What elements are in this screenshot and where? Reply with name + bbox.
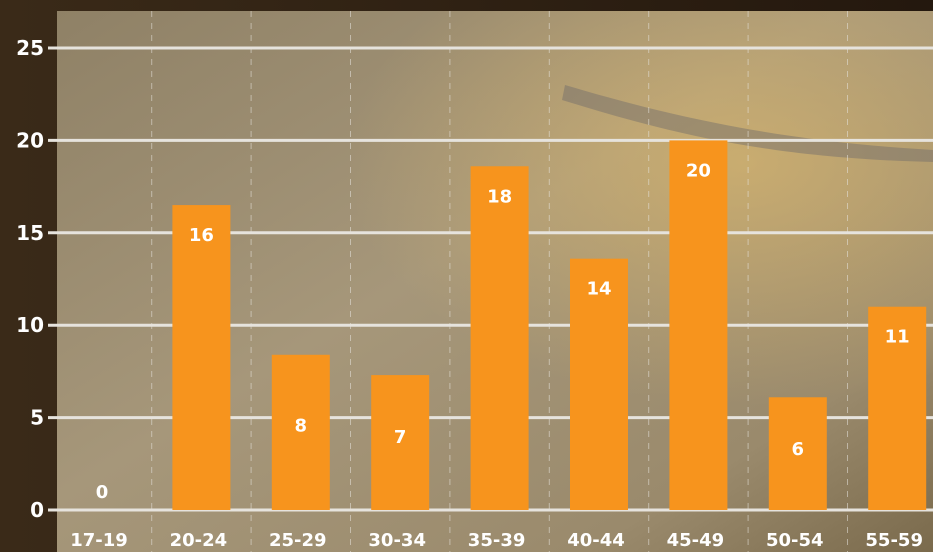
- x-tick-label: 35-39: [468, 530, 526, 551]
- bars: [172, 140, 927, 510]
- x-tick-label: 17-19: [70, 530, 128, 551]
- bar: [768, 397, 827, 510]
- data-label: 18: [487, 186, 512, 207]
- y-tick-label: 5: [30, 406, 44, 430]
- x-tick-label: 50-54: [766, 530, 824, 551]
- y-tick-label: 0: [30, 498, 44, 522]
- data-label: 6: [792, 439, 805, 460]
- data-label: 14: [586, 279, 611, 300]
- bar: [172, 205, 231, 510]
- bar: [669, 140, 728, 510]
- data-label: 7: [394, 427, 407, 448]
- bar: [570, 258, 628, 510]
- bar: [470, 166, 529, 510]
- bar: [371, 375, 430, 510]
- data-label: 20: [686, 160, 711, 181]
- bar: [868, 306, 927, 510]
- x-tick-label: 30-34: [368, 530, 426, 551]
- y-axis-tick-labels: 0 5 10 15 20 25: [16, 36, 44, 522]
- data-label: 8: [295, 416, 308, 437]
- bar: [271, 354, 330, 510]
- x-tick-label: 25-29: [269, 530, 327, 551]
- x-axis-tick-labels: 17-19 20-24 25-29 30-34 35-39 40-44 45-49 50-54…: [70, 530, 923, 551]
- x-tick-label: 55-59: [865, 530, 923, 551]
- background-streak: [562, 85, 933, 162]
- y-tick-label: 25: [16, 36, 44, 60]
- x-tick-label: 45-49: [667, 530, 725, 551]
- x-tick-label: 20-24: [170, 530, 228, 551]
- y-tick-label: 15: [16, 221, 44, 245]
- y-tick-label: 10: [16, 313, 44, 337]
- data-label: 0: [96, 482, 109, 503]
- data-label: 11: [885, 327, 910, 348]
- data-labels: 0 16 8 7 18 14 20 6 11: [96, 160, 910, 503]
- data-label: 16: [189, 225, 214, 246]
- x-tick-label: 40-44: [567, 530, 625, 551]
- y-tick-label: 20: [16, 128, 44, 152]
